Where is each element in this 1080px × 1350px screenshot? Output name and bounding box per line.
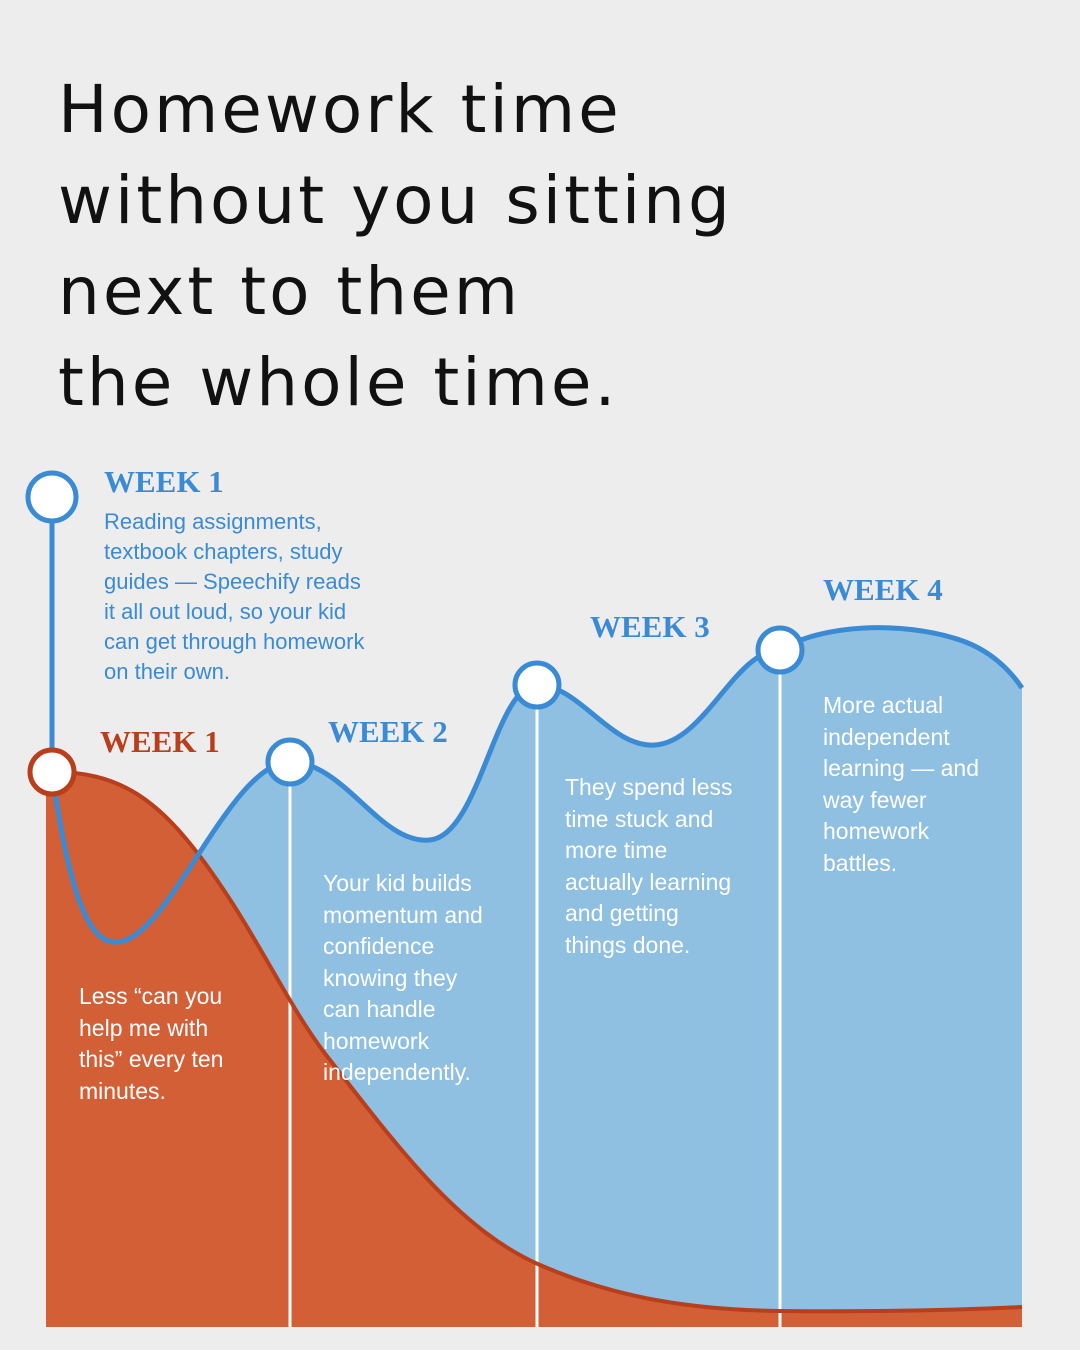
step-label: WEEK 2: [328, 714, 448, 749]
text-line: guides — Speechify reads: [104, 569, 361, 594]
text-line: independent: [823, 723, 950, 750]
blue-line: [49, 497, 1025, 945]
text-line: knowing they: [323, 964, 458, 991]
text-line: way fewer: [823, 786, 927, 813]
text-line: without you sitting: [58, 162, 733, 239]
text-line: battles.: [823, 849, 898, 876]
text-line: more time: [565, 837, 668, 863]
text-line: They spend less: [565, 774, 733, 800]
text-line: help me with: [79, 1014, 209, 1041]
text-line: textbook chapters, study: [104, 539, 343, 564]
step-text: More actual independent learning — and way …: [823, 690, 979, 879]
text-line: Less “can you: [79, 983, 223, 1009]
text-line: Reading assignments,: [104, 509, 322, 534]
text-line: this” every ten: [79, 1046, 224, 1072]
text-line: actually learning: [565, 868, 732, 895]
marker: [512, 660, 562, 710]
dividers: [288, 650, 782, 1327]
step-text: They spend less time stuck and more time ac…: [565, 772, 732, 961]
text-line: confidence: [323, 933, 435, 959]
text-line: More actual: [823, 692, 944, 718]
step-label: WEEK 3: [590, 609, 710, 644]
marker: [755, 625, 805, 675]
text-line: next to them: [58, 253, 522, 330]
step-label: WEEK 4: [823, 572, 943, 607]
step-text: Reading assignments, textbook chapters, s…: [104, 507, 365, 687]
text-line: and getting: [565, 900, 679, 926]
step-label: WEEK 1: [104, 464, 224, 499]
text-line: Homework time: [58, 71, 622, 148]
marker: [265, 737, 315, 787]
marker: [27, 747, 77, 797]
text-line: homework: [823, 818, 930, 844]
text-line: momentum and: [323, 901, 483, 928]
text-line: homework: [323, 1027, 430, 1054]
text-line: it all out loud, so your kid: [104, 599, 347, 624]
text-line: can get through homework: [104, 629, 365, 654]
text-line: on their own.: [104, 659, 230, 684]
text-line: Your kid builds: [323, 870, 472, 896]
title: Homework time without you sitting next to …: [58, 64, 733, 428]
marker: [25, 470, 79, 524]
text-line: minutes.: [79, 1077, 166, 1104]
text-line: time stuck and: [565, 805, 714, 832]
text-line: the whole time.: [58, 344, 619, 421]
red-line: [45, 769, 1023, 1314]
step-text: Less “can you help me with this” every ten…: [79, 981, 223, 1107]
text-line: things done.: [565, 931, 691, 958]
step-text: Your kid builds momentum and confidence kno…: [323, 868, 483, 1089]
step-label: WEEK 1: [100, 724, 220, 759]
text-line: learning — and: [823, 755, 979, 781]
text-line: independently.: [323, 1059, 471, 1085]
text-line: can handle: [323, 996, 436, 1022]
